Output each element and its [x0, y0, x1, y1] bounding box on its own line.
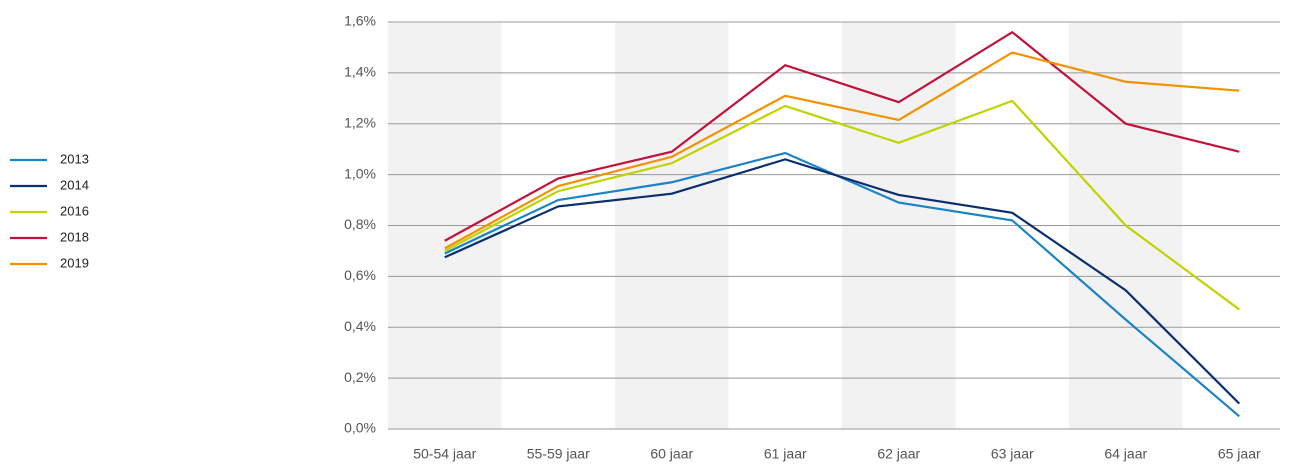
x-tick-label: 55-59 jaar: [527, 446, 590, 462]
legend-label: 2019: [60, 255, 89, 270]
y-tick-label: 1,6%: [344, 13, 376, 29]
y-tick-label: 0,2%: [344, 369, 376, 385]
legend-label: 2014: [60, 177, 89, 192]
y-tick-label: 0,8%: [344, 216, 376, 232]
line: [444, 158, 1241, 405]
y-tick-label: 0,6%: [344, 267, 376, 283]
y-tick-label: 0,0%: [344, 420, 376, 436]
line: [444, 30, 1240, 242]
legend-label: 2016: [60, 203, 89, 218]
x-tick-label: 64 jaar: [1104, 446, 1147, 462]
x-tick-label: 65 jaar: [1218, 446, 1261, 462]
line: [444, 51, 1240, 250]
y-tick-label: 1,0%: [344, 165, 376, 181]
x-tick-label: 63 jaar: [991, 446, 1034, 462]
legend-label: 2013: [60, 151, 89, 166]
x-tick-label: 50-54 jaar: [413, 446, 476, 462]
y-tick-label: 0,4%: [344, 318, 376, 334]
legend-label: 2018: [60, 229, 89, 244]
line: [444, 99, 1240, 311]
x-tick-label: 61 jaar: [764, 446, 807, 462]
x-tick-label: 62 jaar: [877, 446, 920, 462]
y-tick-label: 1,4%: [344, 64, 376, 80]
x-tick-label: 60 jaar: [650, 446, 693, 462]
y-tick-label: 1,2%: [344, 114, 376, 130]
